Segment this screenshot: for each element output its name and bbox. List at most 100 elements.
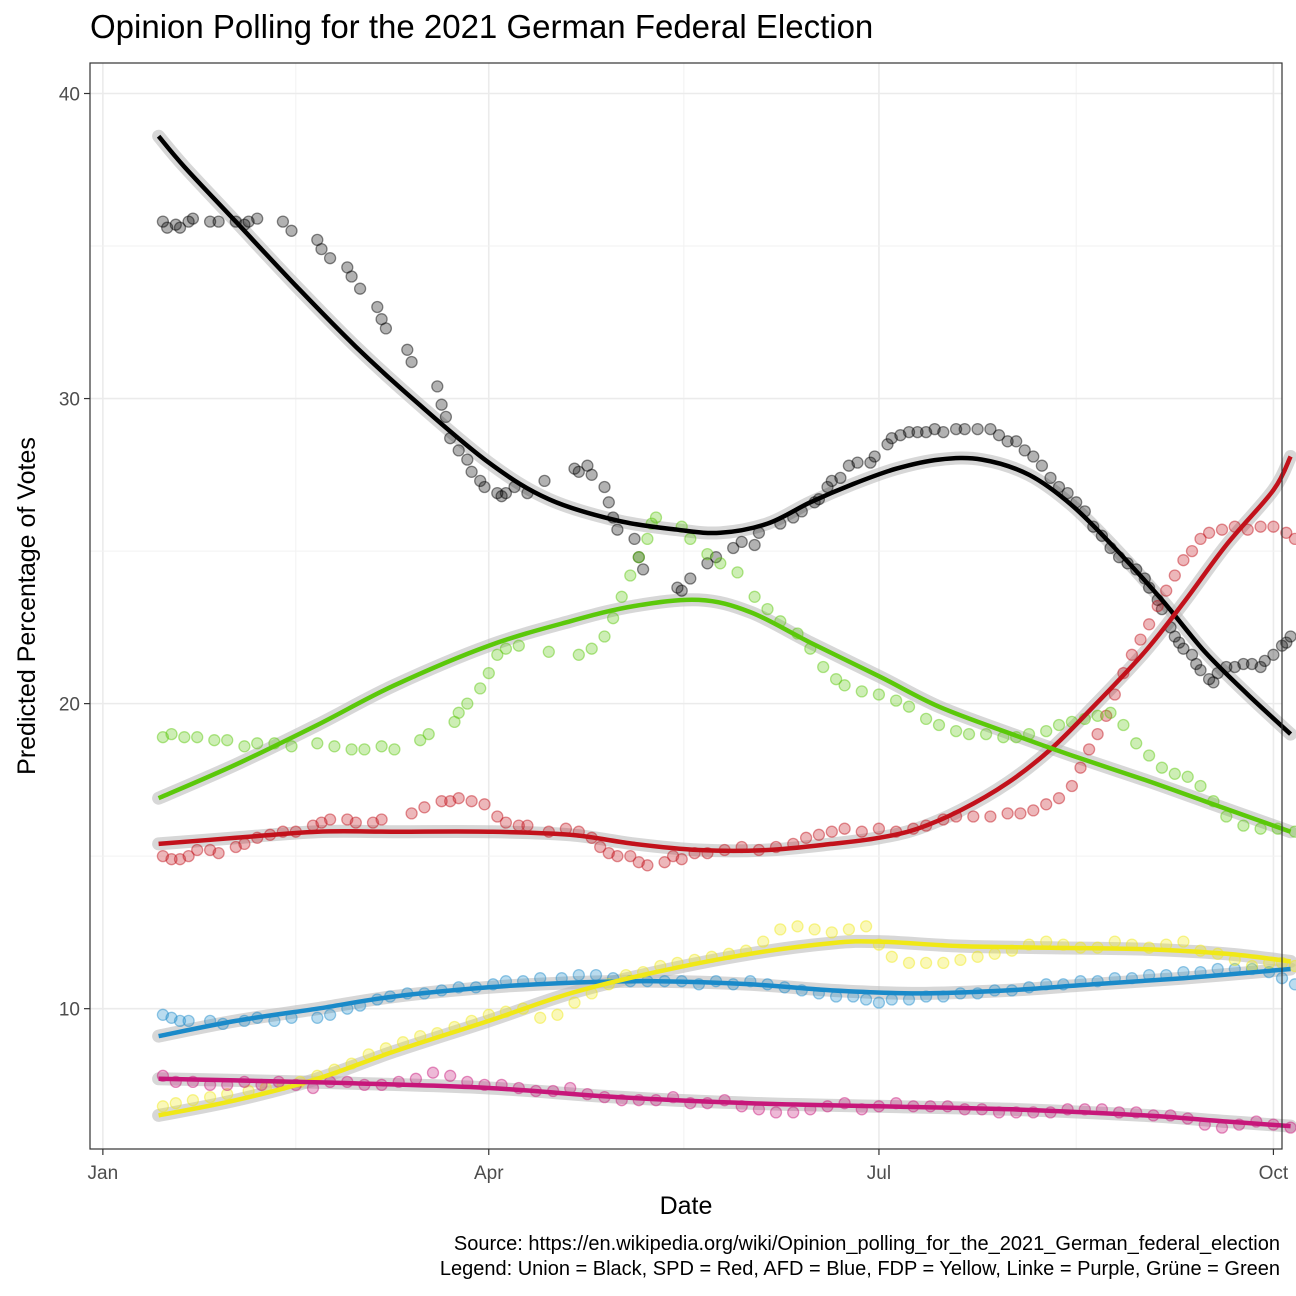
- poll-point: [748, 590, 761, 603]
- poll-point: [238, 837, 251, 851]
- poll-point: [628, 532, 641, 546]
- poll-point: [885, 432, 898, 445]
- poll-point: [937, 956, 950, 970]
- poll-point: [1117, 718, 1130, 732]
- poll-point: [889, 694, 903, 707]
- poll-point: [967, 810, 980, 823]
- poll-point: [919, 956, 933, 970]
- poll-point: [979, 727, 993, 741]
- poll-point: [632, 551, 645, 564]
- series-points: [156, 962, 1296, 1031]
- poll-point: [169, 1097, 182, 1110]
- poll-point: [1040, 798, 1053, 811]
- poll-point: [606, 612, 620, 625]
- poll-point: [928, 422, 941, 436]
- poll-point: [375, 813, 388, 826]
- poll-point: [409, 1072, 423, 1085]
- poll-point: [478, 480, 491, 494]
- poll-point: [358, 743, 371, 756]
- poll-point: [572, 968, 585, 982]
- axes: Jan Apr Jul Oct 10 20 30 40: [59, 85, 1289, 1184]
- poll-point: [495, 490, 508, 503]
- poll-point: [315, 242, 328, 256]
- poll-point: [1160, 584, 1173, 597]
- poll-point: [829, 673, 843, 686]
- poll-point: [371, 300, 384, 314]
- poll-point: [666, 849, 680, 863]
- poll-point: [1130, 737, 1143, 750]
- poll-point: [285, 224, 298, 237]
- poll-point: [1215, 1121, 1229, 1134]
- poll-point: [598, 480, 611, 494]
- poll-point: [345, 743, 358, 756]
- poll-point: [859, 920, 873, 933]
- poll-point: [1168, 569, 1181, 582]
- poll-point: [1185, 648, 1199, 661]
- poll-point: [1155, 761, 1169, 774]
- poll-point: [992, 429, 1006, 442]
- poll-point: [701, 557, 714, 570]
- poll-point: [203, 843, 217, 857]
- poll-point: [178, 731, 191, 744]
- poll-point: [165, 853, 178, 866]
- poll-point: [323, 1008, 337, 1021]
- poll-point: [611, 523, 624, 536]
- poll-point: [684, 532, 697, 546]
- poll-point: [714, 557, 727, 570]
- poll-point: [1202, 526, 1216, 539]
- poll-point: [156, 215, 170, 228]
- poll-point: [937, 425, 950, 439]
- poll-point: [375, 740, 388, 753]
- trend-confidence-band: [152, 593, 1296, 839]
- poll-point: [542, 645, 555, 658]
- poll-point: [1104, 706, 1117, 719]
- poll-point: [1074, 761, 1087, 774]
- poll-point: [769, 1106, 783, 1119]
- poll-point: [491, 810, 504, 823]
- poll-point: [1190, 657, 1203, 671]
- poll-point: [512, 639, 525, 652]
- x-tick-label: Oct: [1259, 1163, 1289, 1184]
- poll-point: [902, 956, 916, 970]
- trend-line: [156, 134, 1293, 736]
- y-tick-label: 40: [59, 85, 80, 106]
- poll-point: [452, 706, 465, 719]
- poll-point: [444, 795, 457, 808]
- poll-point: [311, 233, 324, 247]
- poll-point: [221, 734, 234, 747]
- poll-point: [405, 355, 418, 369]
- panel-border: [89, 62, 1283, 1150]
- poll-point: [572, 465, 585, 478]
- poll-point: [238, 740, 251, 753]
- x-tick-label: Apr: [474, 1163, 504, 1184]
- chart-title: Opinion Polling for the 2021 German Fede…: [90, 8, 874, 45]
- poll-point: [761, 602, 774, 616]
- poll-point: [1202, 673, 1216, 686]
- poll-point: [787, 1106, 800, 1119]
- poll-point: [855, 685, 868, 698]
- poll-point: [872, 688, 886, 701]
- poll-point: [1035, 459, 1049, 472]
- poll-point: [825, 926, 838, 939]
- poll-point: [1065, 779, 1079, 793]
- poll-point: [1220, 810, 1233, 823]
- poll-point: [1181, 770, 1194, 783]
- poll-point: [366, 816, 380, 829]
- poll-point: [594, 840, 607, 854]
- poll-point: [1177, 642, 1190, 655]
- poll-point: [808, 923, 821, 936]
- trend-line: [158, 455, 1293, 854]
- poll-point: [1194, 663, 1207, 677]
- poll-point: [169, 218, 182, 231]
- poll-point: [1091, 727, 1104, 741]
- poll-point: [242, 215, 255, 228]
- trend-confidence-band: [152, 934, 1296, 1122]
- poll-point: [276, 215, 290, 228]
- poll-point: [649, 511, 663, 524]
- poll-point: [182, 1014, 195, 1028]
- x-axis-title: Date: [660, 1192, 713, 1220]
- poll-point: [465, 465, 478, 478]
- poll-point: [812, 828, 826, 841]
- y-tick-label: 10: [59, 1000, 80, 1021]
- poll-point: [173, 853, 187, 866]
